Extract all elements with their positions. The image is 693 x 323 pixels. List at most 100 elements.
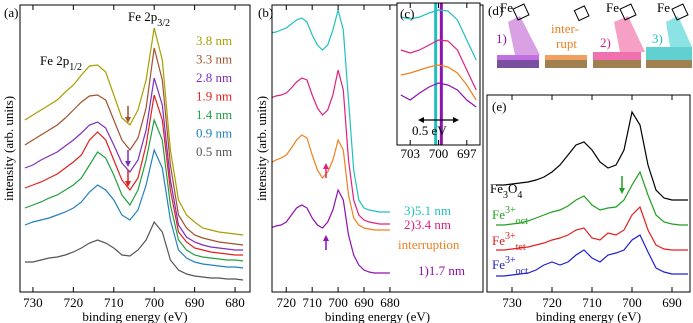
annotation: 0.5 eV [412, 123, 447, 138]
series-label: 2)3.4 nm [404, 217, 451, 232]
x-tick-label: 680 [225, 295, 245, 310]
series-label: Fe3+oct [492, 255, 528, 277]
label-part: 0.5 eV [412, 123, 447, 138]
label-part: Fe 2p [128, 9, 157, 24]
series-label: interruption [398, 237, 460, 252]
series-label: 2.8 nm [196, 70, 232, 85]
arrow-head [323, 235, 329, 241]
panel-label: (b) [258, 5, 273, 20]
spectrum-line [400, 64, 477, 101]
x-tick-label: 703 [400, 146, 420, 161]
source [573, 5, 590, 22]
series-label: 0.9 nm [196, 125, 232, 140]
label-part: Fe [490, 181, 503, 196]
x-tick-label: 700 [429, 146, 449, 161]
x-axis-title: binding energy (eV) [536, 309, 641, 323]
y-axis-title: intensity (arb. units) [1, 96, 16, 201]
spectrum-line [400, 9, 477, 61]
series-label: 1.9 nm [196, 88, 232, 103]
label-part: 1/2 [69, 62, 82, 73]
series-label: Fe3+tet [492, 231, 526, 253]
substrate [545, 60, 587, 68]
step-label: 3) [652, 31, 663, 46]
label-part: Fe [492, 207, 505, 222]
x-tick-label: 680 [380, 295, 400, 310]
spectrum-line [496, 205, 688, 251]
fe-label: Fe [657, 0, 670, 15]
spectrum-line [400, 39, 477, 91]
label-part: 3+ [505, 205, 516, 216]
fe-label: Fe [500, 0, 513, 15]
arrow-head [125, 161, 131, 167]
spectrum-line [24, 94, 244, 256]
panel-label: (a) [4, 5, 18, 20]
x-axis-title: binding energy (eV) [82, 309, 187, 323]
axes-frame [271, 4, 484, 293]
series-label: 1)1.7 nm [418, 263, 465, 278]
film [646, 47, 692, 60]
x-tick-label: 710 [302, 295, 322, 310]
x-tick-label: 720 [542, 295, 562, 310]
spectrum-line [272, 69, 390, 225]
plot-area [400, 3, 477, 145]
spectrum-line [496, 234, 688, 277]
label-part: 3+ [505, 255, 516, 266]
spectrum-line [24, 27, 244, 236]
y-axis-title: intensity (arb. units) [254, 96, 269, 201]
label-part: 3/2 [157, 18, 170, 29]
arrow-head [619, 188, 625, 194]
panel-label: (c) [400, 6, 414, 21]
substrate [593, 60, 641, 68]
label-part: oct [516, 266, 528, 277]
x-tick-label: 720 [277, 295, 297, 310]
x-tick-label: 690 [185, 295, 205, 310]
plot-area [272, 7, 390, 274]
spectrum-line [24, 220, 244, 281]
spectrum-line [272, 7, 390, 213]
spectrum-line [400, 82, 477, 108]
x-axis-title: binding energy (eV) [325, 309, 430, 323]
source [512, 3, 530, 21]
panel-label: (e) [492, 99, 506, 114]
spectrum-line [24, 47, 244, 246]
label-part: tet [516, 242, 526, 253]
x-tick-label: 720 [64, 295, 84, 310]
label-part: 3 [503, 190, 508, 201]
series-label: Fe3+oct [492, 205, 528, 227]
arrow-head [418, 117, 424, 123]
x-tick-label: 730 [502, 295, 522, 310]
x-tick-label: 690 [354, 295, 374, 310]
plot-area [496, 110, 688, 277]
inset-background [397, 3, 480, 145]
label-part: 4 [517, 190, 522, 201]
x-tick-label: 697 [457, 146, 477, 161]
panel-label: (d) [488, 3, 503, 18]
series-label: 3.8 nm [196, 33, 232, 48]
series-label: 0.5 nm [196, 144, 232, 159]
substrate [497, 60, 539, 68]
film [497, 55, 539, 60]
spectrum-line [272, 188, 390, 274]
spectrum-line [24, 148, 244, 269]
substrate [646, 60, 692, 68]
label-part: O [508, 181, 517, 196]
x-tick-label: 710 [582, 295, 602, 310]
x-tick-label: 710 [104, 295, 124, 310]
beam [666, 16, 692, 47]
annotation: Fe 2p1/2 [40, 53, 82, 73]
series-label: 1.4 nm [196, 107, 232, 122]
label-part: Fe [492, 233, 505, 248]
x-tick-label: 690 [662, 295, 682, 310]
arrow-head [453, 117, 459, 123]
label-part: oct [516, 216, 528, 227]
schematic: (d) Fe 1) inter- rupt Fe 2) Fe 3) [488, 0, 692, 68]
arrow-head [125, 181, 131, 187]
label-part: Fe [492, 257, 505, 272]
film [593, 52, 641, 60]
series-label: 3)5.1 nm [404, 203, 451, 218]
spectrum-line [24, 77, 244, 251]
label-part: Fe 2p [40, 53, 69, 68]
spectrum-line [24, 117, 244, 262]
arrow-head [323, 163, 329, 169]
